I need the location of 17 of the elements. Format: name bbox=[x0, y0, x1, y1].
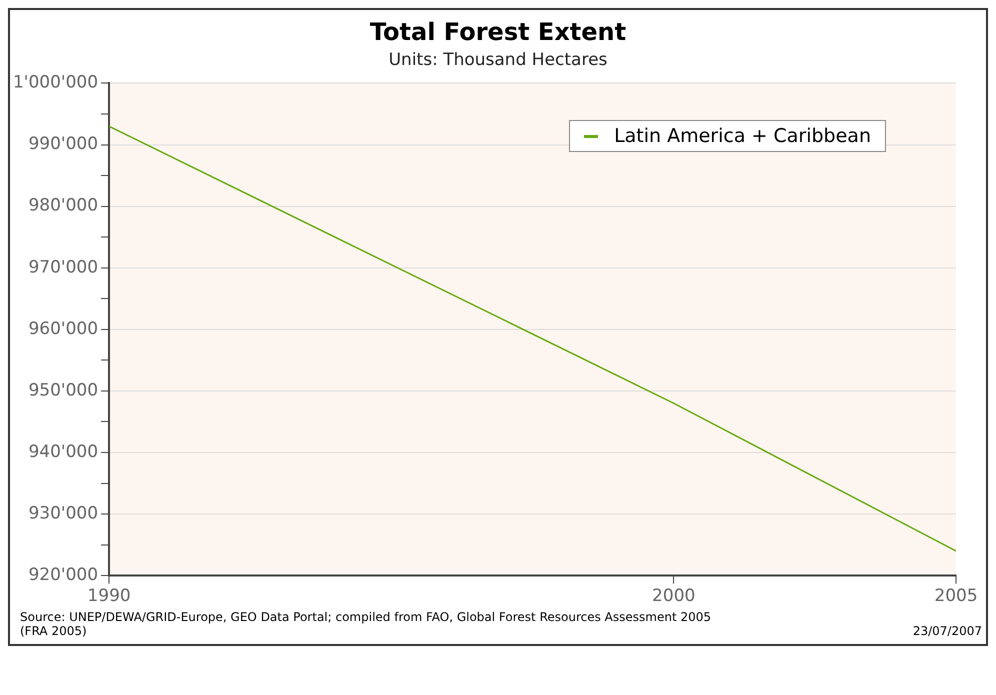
x-tick-label: 1990 bbox=[87, 586, 131, 606]
y-tick-label: 1'000'000 bbox=[12, 72, 98, 93]
y-tick-label: 970'000 bbox=[28, 257, 98, 278]
y-tick-label: 930'000 bbox=[28, 503, 98, 524]
text: 23/07/2007 bbox=[912, 624, 982, 638]
y-tick-label: 960'000 bbox=[28, 318, 98, 339]
y-tick-label: 990'000 bbox=[28, 134, 98, 154]
x-tick-label: 2000 bbox=[652, 586, 696, 606]
chart-subtitle: Units: Thousand Hectares bbox=[388, 50, 608, 70]
y-tick-label: 950'000 bbox=[28, 380, 98, 400]
y-tick-label: 940'000 bbox=[28, 442, 98, 462]
y-tick-label: 980'000 bbox=[28, 196, 98, 216]
legend-label: Latin America + Caribbean bbox=[614, 125, 871, 147]
source-note: Source: UNEP/DEWA/GRID-Europe, GEO Data Portal; compiled from FAO, Global Forest Resources Assessment 2005 (FRA 2005) bbox=[20, 610, 712, 638]
chart-title: Total Forest Extent bbox=[368, 18, 628, 46]
x-tick-label: 2005 bbox=[934, 586, 978, 606]
y-tick-label: 920'000 bbox=[28, 565, 98, 586]
